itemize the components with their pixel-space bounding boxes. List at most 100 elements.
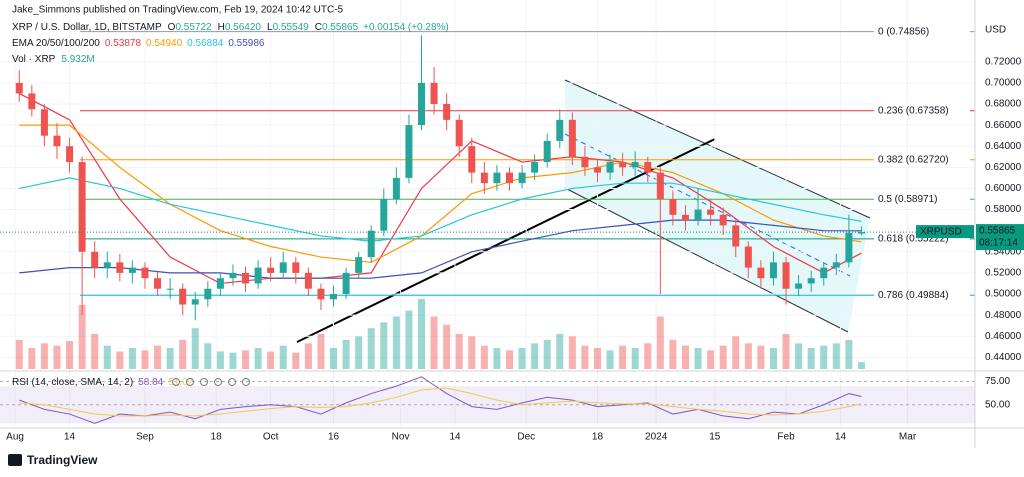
candle-body	[518, 172, 526, 184]
plot: 0 (0.74856) 0.236 (0.67358) 0.382 (0.62720…	[0, 0, 975, 428]
fib-label-bg	[874, 103, 970, 118]
y-tick-label: 0.68000	[985, 99, 1022, 110]
y-tick-label: 0.44000	[985, 352, 1022, 363]
candle-body	[141, 267, 149, 279]
fib-label: 0.236 (0.67358)	[878, 105, 949, 116]
volume-name: Vol · XRP	[12, 54, 56, 65]
ema-line	[19, 124, 862, 263]
candle-body	[154, 278, 162, 289]
candle-body	[330, 294, 338, 300]
volume-bar	[744, 343, 752, 369]
candle-body	[103, 262, 111, 268]
volume-bar	[518, 348, 526, 369]
candle-body	[443, 104, 451, 120]
volume-bar	[141, 350, 149, 369]
volume-bar	[568, 336, 576, 369]
volume-bar	[116, 351, 124, 369]
candle-body	[216, 278, 224, 289]
volume-bar	[66, 341, 74, 369]
candle-body	[405, 125, 413, 178]
volume-bar	[681, 345, 689, 369]
ema-value: 0.53878	[105, 38, 142, 49]
candle-body	[795, 283, 803, 289]
candle-body	[15, 82, 23, 94]
volume-bar	[103, 345, 111, 369]
volume-bar	[128, 348, 136, 369]
volume-bar	[392, 316, 400, 369]
volume-bar	[782, 334, 790, 369]
volume-bar	[531, 343, 539, 369]
volume-bar	[807, 348, 815, 369]
volume-bar	[229, 352, 237, 369]
candle-body	[631, 162, 639, 168]
publisher: Jake_Simmons published on TradingView.co…	[12, 5, 344, 16]
volume-bar	[380, 322, 388, 369]
x-tick-label: Oct	[263, 432, 279, 443]
brand: TradingView	[27, 453, 98, 467]
candle-body	[568, 119, 576, 157]
candle-body	[807, 278, 815, 284]
volume-bar	[857, 362, 865, 369]
candle-body	[644, 162, 652, 173]
x-tick-label: Feb	[777, 432, 795, 443]
volume-bar	[656, 316, 664, 369]
volume-bar	[606, 350, 614, 369]
candle-body	[681, 214, 689, 221]
x-tick-label: Sep	[136, 432, 154, 443]
candle-body	[229, 272, 237, 279]
candle-body	[28, 93, 36, 110]
symbol-tag: XRPUSD	[920, 227, 962, 238]
candle-body	[317, 288, 325, 300]
candle-body	[392, 177, 400, 199]
volume-bar	[719, 345, 727, 369]
candle-body	[556, 119, 564, 141]
volume-bar	[669, 339, 677, 369]
volume-bar	[769, 348, 777, 369]
volume-bar	[179, 339, 187, 369]
volume-bar	[694, 348, 702, 369]
ohlc-key: H	[218, 22, 225, 33]
rsi-line	[19, 387, 862, 417]
candle-body	[593, 167, 601, 173]
candle-body	[179, 288, 187, 305]
volume-bar	[757, 345, 765, 369]
symbol-name: XRP / U.S. Dollar, 1D, BITSTAMP	[12, 22, 162, 33]
volume-bar	[455, 334, 463, 369]
candle-body	[204, 288, 212, 300]
volume-bar	[644, 343, 652, 369]
volume-bar	[480, 345, 488, 369]
fib-label-bg	[874, 288, 970, 303]
y-tick-label: 0.52000	[985, 268, 1022, 279]
rsi-value: 58.84	[138, 377, 163, 388]
volume-bar	[216, 351, 224, 369]
y-unit: USD	[985, 25, 1006, 36]
volume-bar	[556, 334, 564, 369]
y-tick-label: 0.62000	[985, 162, 1022, 173]
volume-bar	[267, 351, 275, 369]
x-tick-label: 14	[449, 432, 461, 443]
volume-bar	[317, 334, 325, 369]
volume-bar	[619, 345, 627, 369]
candle-body	[543, 140, 551, 163]
ema-line	[19, 177, 862, 242]
candle-body	[455, 119, 463, 147]
channel-mid	[564, 133, 851, 277]
fib-label-bg	[874, 152, 970, 167]
volume-bar	[15, 339, 23, 369]
y-tick-label: 0.60000	[985, 183, 1022, 194]
ema-value: 0.56884	[187, 38, 224, 49]
y-tick-label: 0.64000	[985, 141, 1022, 152]
volume-bar	[304, 343, 312, 369]
volume-bar	[493, 348, 501, 369]
volume-bar	[845, 339, 853, 369]
candle-body	[493, 172, 501, 184]
volume-value: 5.932M	[61, 54, 94, 65]
candle-body	[832, 262, 840, 268]
channel-top	[564, 79, 871, 219]
y-tick-label: 0.48000	[985, 310, 1022, 321]
volume-bar	[795, 343, 803, 369]
ohlc-value: 0.55865	[322, 22, 359, 33]
candle-body	[480, 172, 488, 184]
